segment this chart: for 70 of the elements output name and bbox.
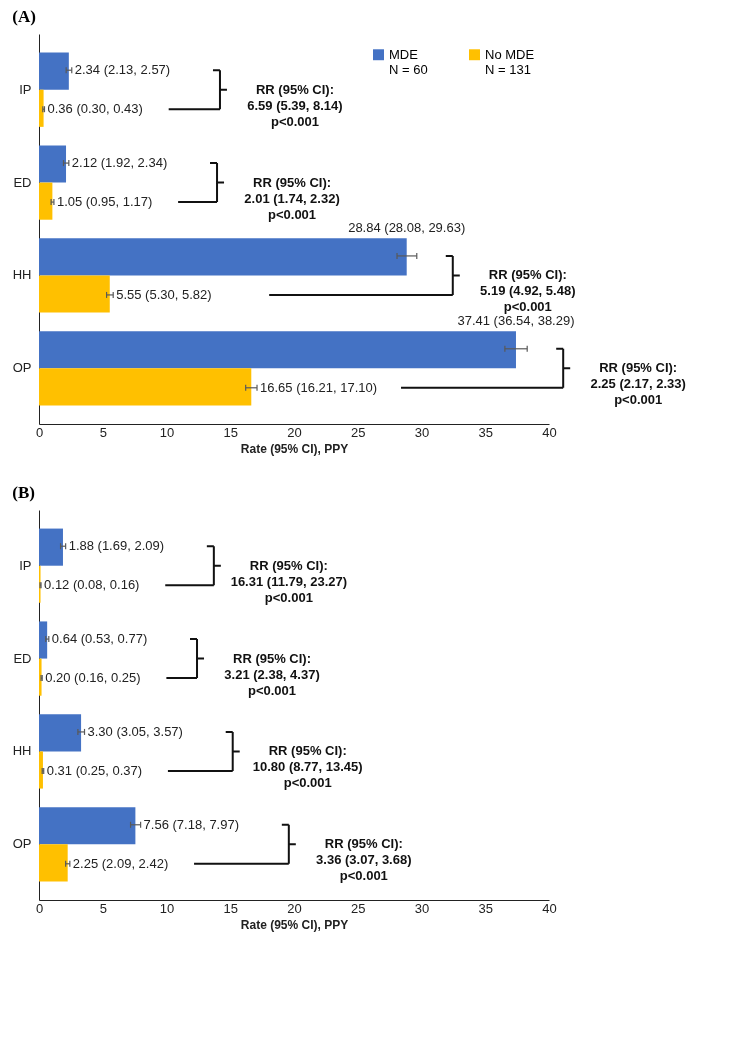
x-tick-label: 30 (414, 424, 430, 440)
bar (39, 238, 407, 276)
x-axis-title: Rate (95% CI), PPY (240, 441, 349, 456)
x-tick-label: 0 (35, 424, 44, 440)
x-tick-label: 15 (223, 424, 238, 440)
x-tick-label: 20 (287, 424, 302, 440)
x-tick-label: 25 (351, 424, 366, 440)
x-tick-label: 5 (99, 900, 107, 916)
y-tick-label: IP (19, 557, 32, 573)
annotation: RR (95% CI): 3.36 (3.07, 3.68) p<0.001 (316, 836, 412, 884)
data-label: 28.84 (28.08, 29.63) (348, 220, 466, 236)
text: RR (95% CI): 2.25 (2.17, 2.33) p<0.001 (590, 360, 686, 408)
annotation: RR (95% CI): 6.59 (5.39, 8.14) p<0.001 (247, 81, 343, 129)
y-tick-label: IP (19, 81, 32, 97)
bar (39, 714, 82, 752)
annotation: RR (95% CI): 3.21 (2.38, 4.37) p<0.001 (224, 650, 320, 698)
annotation: RR (95% CI): 16.31 (11.79, 23.27) p<0.001 (230, 557, 348, 605)
y-tick-label: OP (12, 836, 32, 852)
x-tick-label: 30 (414, 900, 430, 916)
data-label: 7.56 (7.18, 7.97) (143, 816, 240, 832)
x-tick-label: 0 (35, 900, 44, 916)
annotation: RR (95% CI): 5.19 (4.92, 5.48) p<0.001 (480, 267, 576, 315)
bar (39, 528, 63, 566)
bar (39, 52, 69, 90)
x-tick-label: 20 (287, 900, 302, 916)
bar (39, 751, 43, 789)
y-tick-label: HH (12, 267, 32, 283)
bar (39, 621, 48, 659)
legend-label: No MDE N = 131 (485, 46, 535, 77)
chart-title: (A) (12, 7, 36, 26)
data-label: 1.05 (0.95, 1.17) (56, 194, 153, 210)
x-tick-label: 40 (542, 900, 557, 916)
data-label: 16.65 (16.21, 17.10) (260, 379, 378, 395)
x-axis-title: Rate (95% CI), PPY (240, 917, 349, 932)
data-label: 0.64 (0.53, 0.77) (51, 631, 148, 647)
x-tick-label: 35 (478, 900, 493, 916)
x-tick-label: 5 (99, 424, 107, 440)
data-label: 3.30 (3.05, 3.57) (87, 723, 183, 739)
bar (39, 807, 136, 845)
bar (39, 368, 252, 406)
annotation: RR (95% CI): 10.80 (8.77, 13.45) p<0.001 (252, 743, 363, 791)
x-tick-label: 10 (159, 900, 175, 916)
y-tick-label: HH (12, 743, 32, 759)
y-tick-label: ED (13, 174, 32, 190)
data-label: 2.12 (1.92, 2.34) (71, 155, 168, 171)
chart-title: (B) (12, 483, 35, 502)
data-label: 1.88 (1.69, 2.09) (68, 538, 165, 554)
x-tick-label: 25 (351, 900, 366, 916)
annotation: RR (95% CI): 2.01 (1.74, 2.32) p<0.001 (244, 174, 340, 222)
bar (39, 89, 44, 127)
bar (39, 145, 67, 183)
x-tick-label: 40 (542, 424, 557, 440)
y-tick-label: OP (12, 360, 32, 376)
data-label: 2.34 (2.13, 2.57) (74, 62, 171, 78)
data-label: 2.25 (2.09, 2.42) (72, 855, 169, 871)
data-label: 5.55 (5.30, 5.82) (116, 286, 212, 302)
bar (39, 275, 110, 313)
legend-label: MDE N = 60 (389, 46, 428, 77)
bar (39, 331, 516, 369)
bar (39, 844, 68, 882)
x-tick-label: 15 (223, 900, 238, 916)
x-tick-label: 10 (159, 424, 175, 440)
bar (39, 182, 53, 220)
data-label: 0.12 (0.08, 0.16) (44, 577, 140, 593)
y-tick-label: ED (13, 650, 32, 666)
data-label: 37.41 (36.54, 38.29) (457, 313, 575, 329)
data-label: 0.20 (0.16, 0.25) (45, 670, 141, 686)
x-tick-label: 35 (478, 424, 493, 440)
data-label: 0.36 (0.30, 0.43) (47, 101, 143, 117)
data-label: 0.31 (0.25, 0.37) (46, 762, 143, 778)
